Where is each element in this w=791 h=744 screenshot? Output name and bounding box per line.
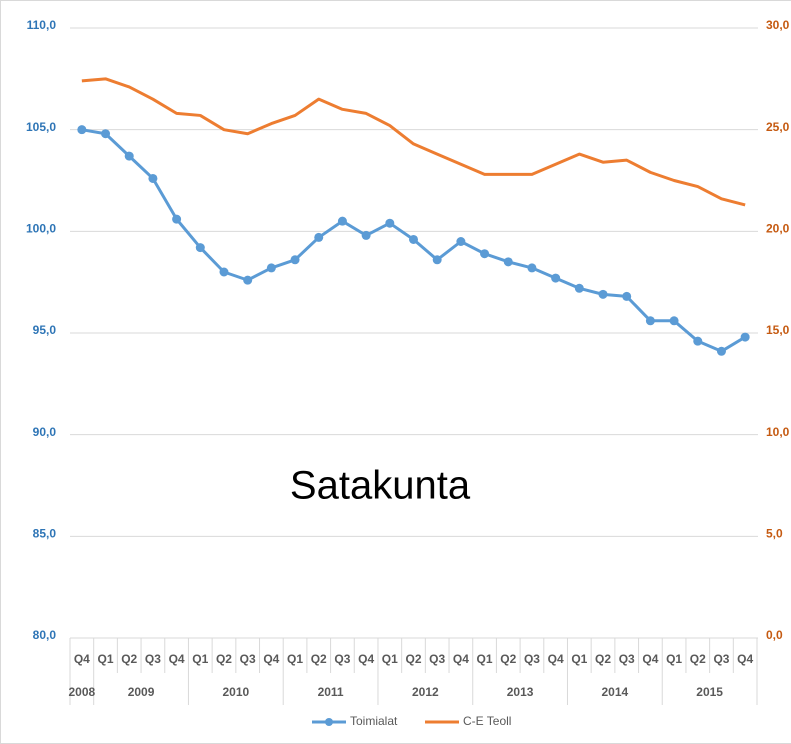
x-tick-label: Q3	[334, 652, 350, 666]
series-marker	[574, 283, 584, 293]
x-tick-label: Q4	[548, 652, 564, 666]
legend-label: Toimialat	[350, 714, 398, 728]
series-line	[81, 77, 746, 207]
x-tick-label: Q2	[216, 652, 232, 666]
year-label: 2014	[602, 685, 629, 699]
series-marker	[480, 249, 490, 259]
series-marker	[456, 237, 466, 246]
x-tick-label: Q4	[358, 652, 374, 666]
y-tick-label: 105,0	[26, 120, 56, 134]
x-tick-label: Q3	[240, 652, 256, 666]
series-marker	[148, 173, 158, 183]
series-marker	[669, 316, 679, 326]
series-marker	[314, 232, 324, 242]
x-tick-label: Q4	[642, 652, 658, 666]
series-marker	[622, 291, 632, 301]
annotation: Satakunta	[290, 464, 471, 508]
x-tick-label: Q3	[524, 652, 540, 666]
year-label: 2008	[68, 685, 95, 699]
y2-tick-label: 5,0	[766, 527, 783, 541]
series-marker	[409, 234, 418, 244]
x-tick-label: Q2	[595, 652, 611, 666]
x-tick-label: Q2	[690, 652, 706, 666]
year-label: 2013	[507, 685, 534, 699]
x-tick-label: Q1	[571, 652, 587, 666]
series-marker	[503, 257, 513, 267]
x-tick-label: Q3	[619, 652, 635, 666]
x-tick-label: Q3	[429, 652, 445, 666]
series-marker	[432, 255, 442, 265]
x-tick-label: Q4	[169, 652, 185, 666]
x-tick-label: Q4	[74, 652, 90, 666]
series-marker	[195, 243, 205, 253]
y-tick-label: 100,0	[26, 222, 56, 236]
y2-tick-label: 30,0	[766, 18, 790, 32]
series-marker	[527, 263, 537, 273]
y2-tick-label: 0,0	[766, 628, 783, 642]
x-tick-label: Q4	[737, 652, 753, 666]
series-marker	[598, 289, 608, 299]
legend-marker	[325, 718, 333, 726]
series-marker	[243, 275, 253, 285]
year-label: 2012	[412, 685, 439, 699]
x-tick-label: Q2	[500, 652, 516, 666]
x-tick-label: Q1	[666, 652, 682, 666]
y2-tick-label: 25,0	[766, 120, 790, 134]
y2-tick-label: 15,0	[766, 323, 790, 337]
y-tick-label: 110,0	[27, 18, 57, 32]
y-tick-label: 85,0	[33, 527, 57, 541]
series-marker	[716, 346, 726, 356]
x-tick-label: Q1	[477, 652, 493, 666]
year-label: 2011	[318, 685, 344, 699]
x-tick-label: Q3	[713, 652, 729, 666]
year-label: 2010	[222, 685, 249, 699]
series-marker	[645, 316, 655, 326]
x-tick-label: Q2	[121, 652, 137, 666]
y2-tick-label: 10,0	[766, 425, 790, 439]
series-marker	[77, 125, 87, 135]
x-tick-label: Q1	[287, 652, 303, 666]
series-marker	[337, 216, 347, 226]
x-tick-label: Q1	[98, 652, 114, 666]
series-marker	[361, 230, 371, 240]
year-label: 2015	[696, 685, 723, 699]
x-tick-label: Q4	[453, 652, 469, 666]
series-marker	[693, 336, 703, 346]
series-marker	[219, 267, 229, 277]
series-marker	[740, 332, 750, 342]
x-tick-label: Q2	[311, 652, 327, 666]
y-tick-label: 95,0	[33, 323, 57, 337]
legend-label: C-E Teoll	[463, 714, 511, 728]
series-marker	[101, 129, 111, 139]
x-tick-label: Q1	[192, 652, 208, 666]
x-tick-label: Q3	[145, 652, 161, 666]
series-marker	[124, 151, 134, 161]
x-tick-label: Q1	[382, 652, 398, 666]
x-tick-label: Q4	[263, 652, 279, 666]
x-tick-label: Q2	[405, 652, 421, 666]
y2-tick-label: 20,0	[766, 222, 790, 236]
series-marker	[290, 255, 300, 265]
y-tick-label: 80,0	[33, 628, 57, 642]
series-marker	[266, 263, 276, 273]
series-marker	[551, 273, 561, 283]
series-marker	[172, 214, 182, 224]
series-marker	[385, 218, 395, 228]
year-label: 2009	[128, 685, 155, 699]
y-tick-label: 90,0	[33, 425, 57, 439]
